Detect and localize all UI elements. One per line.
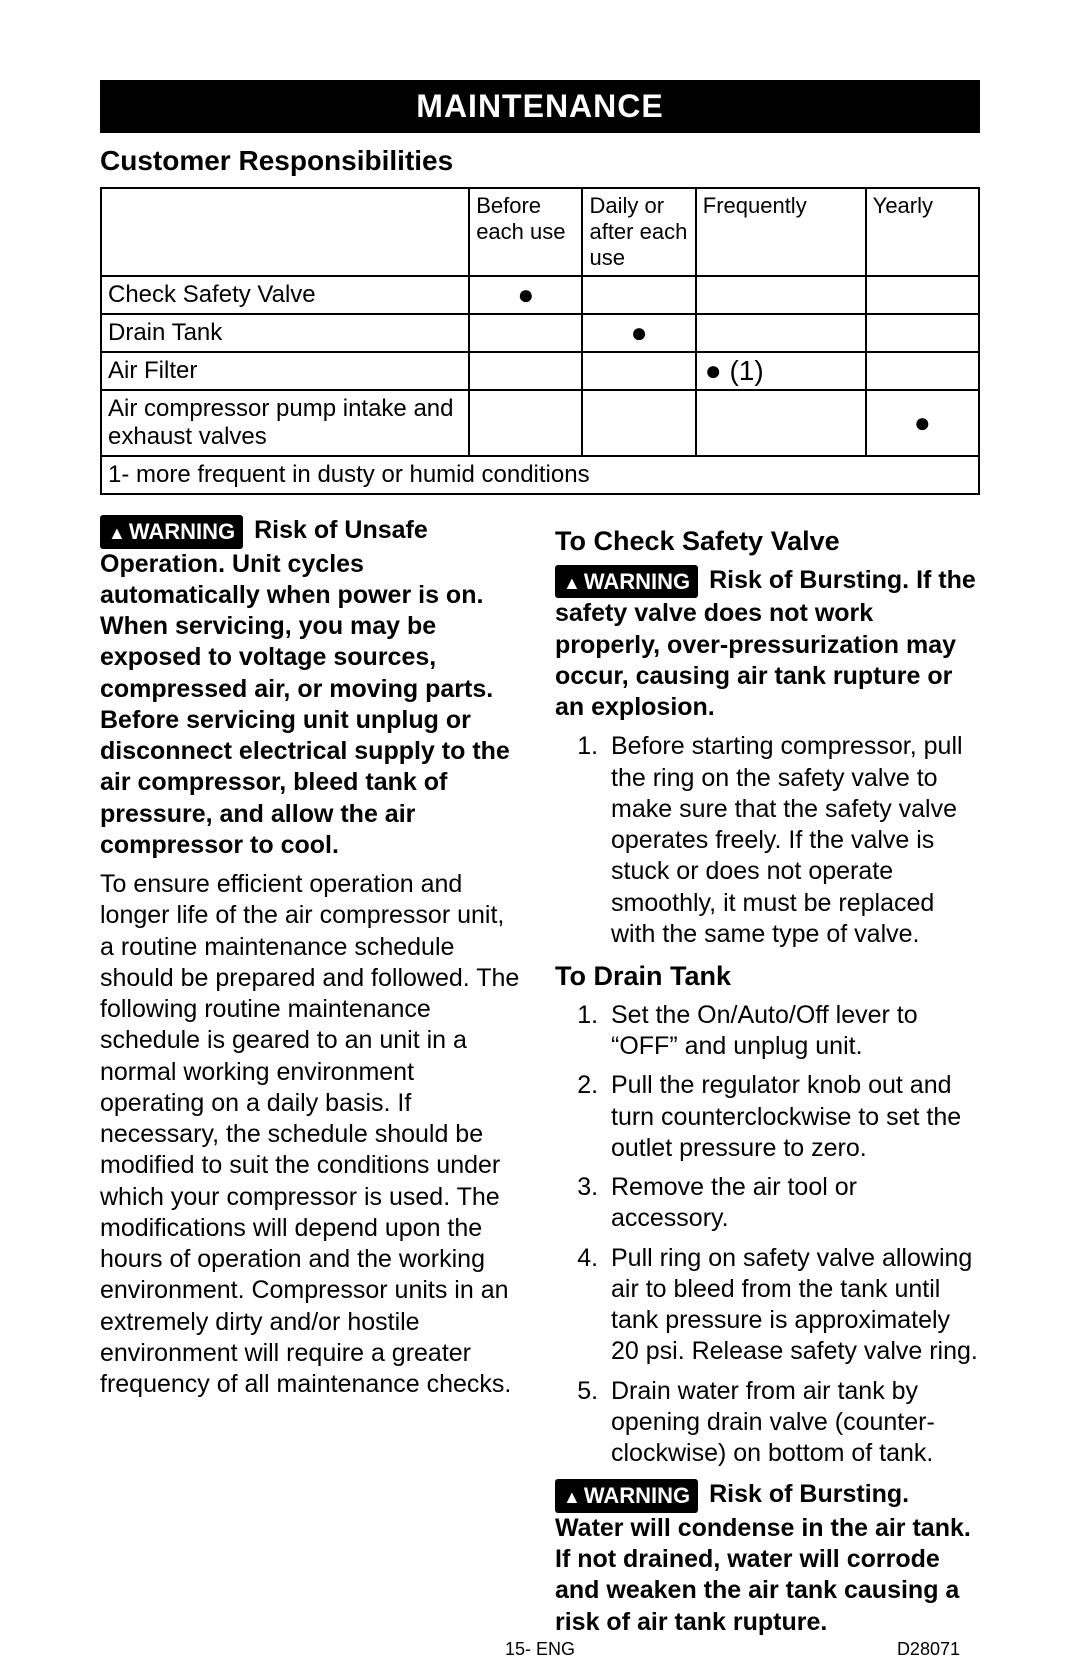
table-row: Air compressor pump intake and exhaust v…	[101, 390, 979, 456]
list-item: Pull the regulator knob out and turn cou…	[605, 1070, 980, 1164]
warning-triangle-icon: ▲	[563, 572, 581, 595]
section-heading: To Drain Tank	[555, 960, 980, 994]
list-item: Drain water from air tank by opening dra…	[605, 1376, 980, 1470]
table-row: Air Filter ● (1)	[101, 352, 979, 390]
mark-cell: ●	[582, 314, 695, 352]
table-header	[101, 188, 469, 276]
right-column: To Check Safety Valve ▲WARNING Risk of B…	[555, 515, 980, 1646]
warning-badge: ▲WARNING	[555, 565, 698, 599]
table-header: Daily or after each use	[582, 188, 695, 276]
task-cell: Check Safety Valve	[101, 276, 469, 314]
warning-triangle-icon: ▲	[108, 522, 126, 545]
warning-badge: ▲WARNING	[555, 1479, 698, 1513]
body-paragraph: To ensure efficient operation and longer…	[100, 869, 525, 1400]
maintenance-table: Before each use Daily or after each use …	[100, 187, 980, 495]
mark-cell	[469, 390, 582, 456]
mark-cell	[582, 390, 695, 456]
list-item: Before starting compressor, pull the rin…	[605, 731, 980, 950]
warning-triangle-icon: ▲	[563, 1486, 581, 1509]
mark-cell	[866, 314, 979, 352]
mark-cell	[469, 314, 582, 352]
mark-cell	[582, 352, 695, 390]
table-row: Drain Tank ●	[101, 314, 979, 352]
left-column: ▲WARNING Risk of Unsafe Operation. Unit …	[100, 515, 525, 1646]
table-header: Before each use	[469, 188, 582, 276]
section-banner: MAINTENANCE	[100, 80, 980, 133]
task-cell: Drain Tank	[101, 314, 469, 352]
warning-block: ▲WARNING Risk of Unsafe Operation. Unit …	[100, 515, 525, 861]
document-id: D28071	[897, 1639, 960, 1660]
mark-cell	[696, 314, 866, 352]
subtitle: Customer Responsibilities	[100, 145, 980, 177]
table-header: Yearly	[866, 188, 979, 276]
table-row: Check Safety Valve ●	[101, 276, 979, 314]
mark-cell	[866, 276, 979, 314]
page-number: 15- ENG	[505, 1639, 575, 1660]
mark-cell	[696, 276, 866, 314]
warning-label: WARNING	[584, 1483, 690, 1508]
mark-cell	[696, 390, 866, 456]
table-footnote-row: 1- more frequent in dusty or humid condi…	[101, 456, 979, 494]
list-item: Remove the air tool or accessory.	[605, 1172, 980, 1235]
warning-label: WARNING	[584, 569, 690, 594]
mark-cell	[469, 352, 582, 390]
list-item: Pull ring on safety valve allowing air t…	[605, 1243, 980, 1368]
section-heading: To Check Safety Valve	[555, 525, 980, 559]
task-cell: Air Filter	[101, 352, 469, 390]
warning-block: ▲WARNING Risk of Bursting. Water will co…	[555, 1479, 980, 1638]
check-valve-steps: Before starting compressor, pull the rin…	[555, 731, 980, 950]
mark-cell	[582, 276, 695, 314]
table-footnote: 1- more frequent in dusty or humid condi…	[101, 456, 979, 494]
warning-text: Risk of Unsafe Operation. Unit cycles au…	[100, 516, 510, 859]
mark-cell: ●	[469, 276, 582, 314]
drain-tank-steps: Set the On/Auto/Off lever to “OFF” and u…	[555, 1000, 980, 1470]
list-item: Set the On/Auto/Off lever to “OFF” and u…	[605, 1000, 980, 1063]
mark-cell: ●	[866, 390, 979, 456]
warning-block: ▲WARNING Risk of Bursting. If the safety…	[555, 565, 980, 724]
mark-cell: ● (1)	[696, 352, 866, 390]
table-header: Frequently	[696, 188, 866, 276]
task-cell: Air compressor pump intake and exhaust v…	[101, 390, 469, 456]
warning-label: WARNING	[129, 519, 235, 544]
mark-cell	[866, 352, 979, 390]
warning-badge: ▲WARNING	[100, 515, 243, 549]
